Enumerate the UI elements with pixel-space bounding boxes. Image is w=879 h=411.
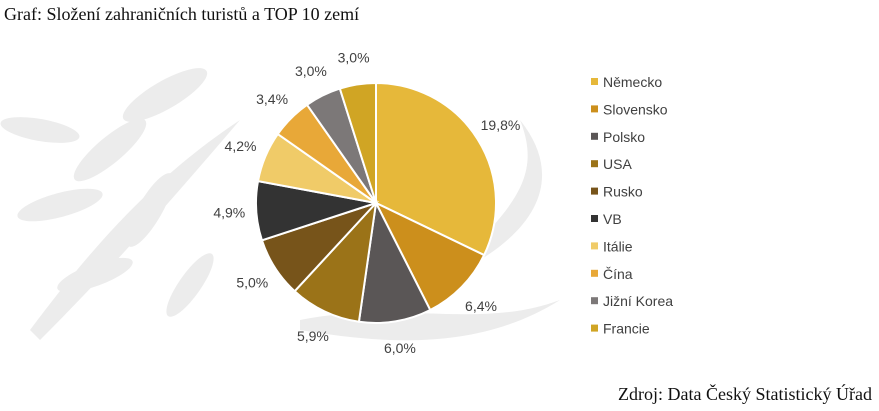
legend-item-italie: Itálie <box>591 238 633 254</box>
legend-label: Rusko <box>603 184 643 200</box>
legend-label: VB <box>603 211 622 227</box>
legend-item-polsko: Polsko <box>591 129 645 145</box>
legend-item-nemecko: Německo <box>591 74 662 90</box>
slice-labels: 19,8% 6,4% 6,0% 5,9% 5,0% 4,9% 4,2% 3,4% 3,0% 3,0… <box>213 50 520 356</box>
pie-slice-polsko <box>357 199 432 324</box>
legend-swatch <box>591 105 598 113</box>
slice-label-polsko: 6,0% <box>384 340 416 356</box>
legend: Německo Slovensko Polsko USA Rusko VB Itálie Čí… <box>591 74 673 337</box>
legend-item-vb: VB <box>591 211 622 227</box>
background-leaves <box>0 68 560 341</box>
legend-item-rusko: Rusko <box>591 184 643 200</box>
legend-item-jizni-korea: Jižní Korea <box>591 293 673 309</box>
legend-swatch <box>591 297 598 305</box>
legend-item-slovensko: Slovensko <box>591 101 668 117</box>
legend-label: Polsko <box>603 129 645 145</box>
source-note: Zdroj: Data Český Statistický Úřad <box>618 384 872 404</box>
legend-label: Německo <box>603 74 662 90</box>
legend-label: USA <box>603 156 632 172</box>
slice-label-jizni-korea: 3,0% <box>295 63 327 79</box>
legend-swatch <box>591 78 598 85</box>
slice-label-nemecko: 19,8% <box>481 117 521 133</box>
slice-label-italie: 4,2% <box>225 138 257 154</box>
pie-slice-nemecko <box>375 81 498 257</box>
pie-slice-francie <box>338 81 377 204</box>
legend-swatch <box>591 242 598 250</box>
pie-slice-slovensko <box>373 200 486 312</box>
legend-swatch <box>591 215 598 222</box>
slice-label-slovensko: 6,4% <box>465 298 497 314</box>
legend-item-francie: Francie <box>591 321 650 337</box>
legend-item-usa: USA <box>591 156 632 172</box>
pie-slices <box>255 81 498 324</box>
slice-label-rusko: 5,0% <box>236 275 268 291</box>
slice-label-usa: 5,9% <box>297 328 329 344</box>
slice-label-cina: 3,4% <box>256 91 288 107</box>
legend-swatch <box>591 269 598 277</box>
chart-title: Graf: Složení zahraničních turistů a TOP… <box>4 4 360 24</box>
legend-label: Slovensko <box>603 101 668 117</box>
legend-swatch <box>591 160 598 168</box>
slice-label-francie: 3,0% <box>338 50 370 66</box>
slice-label-vb: 4,9% <box>213 205 245 221</box>
legend-label: Francie <box>603 321 650 337</box>
legend-swatch <box>591 187 598 195</box>
legend-item-cina: Čína <box>591 266 633 282</box>
legend-label: Čína <box>603 266 633 282</box>
legend-label: Itálie <box>603 238 633 254</box>
legend-swatch <box>591 132 598 140</box>
legend-swatch <box>591 324 598 332</box>
legend-label: Jižní Korea <box>603 293 673 309</box>
